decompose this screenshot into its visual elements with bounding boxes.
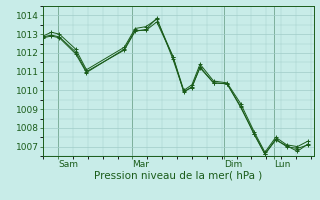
X-axis label: Pression niveau de la mer( hPa ): Pression niveau de la mer( hPa ) [94,171,262,181]
